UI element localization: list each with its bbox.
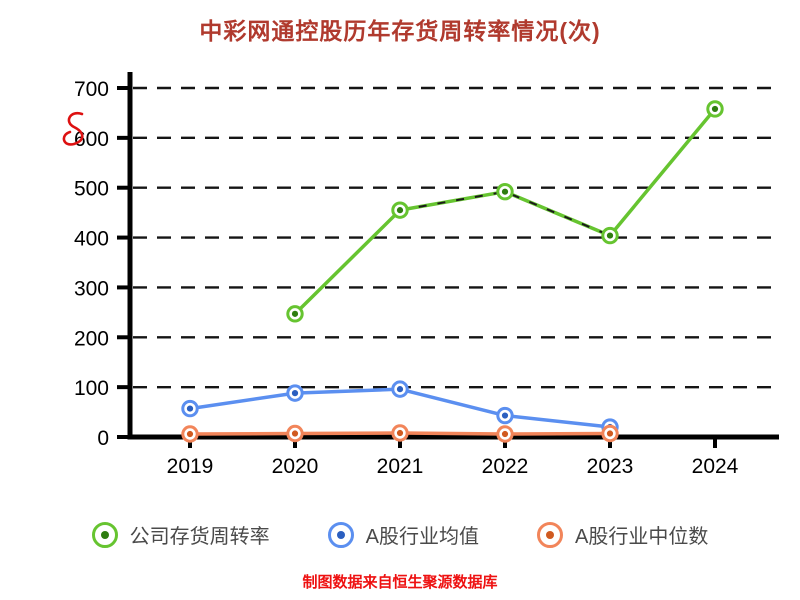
legend-marker-company-icon (91, 521, 118, 548)
data-point-center (396, 207, 404, 214)
chart-legend: 公司存货周转率 A股行业均值 A股行业中位数 (0, 520, 800, 549)
data-point-center (291, 310, 299, 317)
data-point-center (606, 430, 614, 437)
legend-marker-dot (546, 530, 554, 539)
y-tick-label: 200 (74, 327, 109, 350)
data-point-center (501, 430, 509, 438)
data-point-center (501, 412, 509, 419)
legend-marker-industry-mean-icon (327, 521, 354, 548)
legend-item-industry-mean[interactable]: A股行业均值 (327, 520, 479, 549)
data-point-center (396, 429, 404, 437)
y-tick-label: 500 (74, 178, 109, 201)
legend-marker-dot (336, 530, 345, 539)
legend-label-industry-median: A股行业中位数 (575, 526, 709, 548)
legend-label-industry-mean: A股行业均值 (365, 526, 479, 548)
data-point-center (606, 232, 614, 239)
data-point-center (291, 430, 299, 437)
y-tick-label: 100 (74, 377, 109, 400)
data-point-center (186, 430, 194, 438)
x-tick-label: 2019 (167, 455, 214, 478)
x-tick-label: 2021 (377, 455, 424, 478)
series-line-0 (293, 107, 717, 316)
data-source-note: 制图数据来自恒生聚源数据库 (302, 574, 498, 591)
legend-marker-dot (100, 530, 109, 539)
data-point-center (291, 390, 299, 397)
red-scribble-annotation (62, 111, 84, 146)
legend-item-company-turnover[interactable]: 公司存货周转率 (91, 520, 270, 549)
y-tick-label: 400 (74, 228, 109, 251)
x-tick-label: 2020 (272, 455, 319, 478)
legend-item-industry-median[interactable]: A股行业中位数 (537, 520, 708, 549)
y-tick-label: 0 (97, 427, 109, 450)
x-tick-label: 2024 (692, 455, 739, 478)
x-tick-label: 2023 (587, 455, 634, 478)
legend-marker-industry-median-icon (537, 521, 563, 548)
data-point-center (186, 405, 194, 412)
data-point-center (711, 105, 719, 113)
y-tick-label: 700 (74, 78, 109, 101)
chart-title: 中彩网通控股历年存货周转率情况(次) (199, 18, 601, 44)
legend-label-company: 公司存货周转率 (129, 526, 270, 548)
x-tick-label: 2022 (482, 455, 529, 478)
data-point-center (501, 188, 509, 195)
data-point-center (396, 386, 404, 393)
y-tick-label: 300 (74, 277, 109, 300)
